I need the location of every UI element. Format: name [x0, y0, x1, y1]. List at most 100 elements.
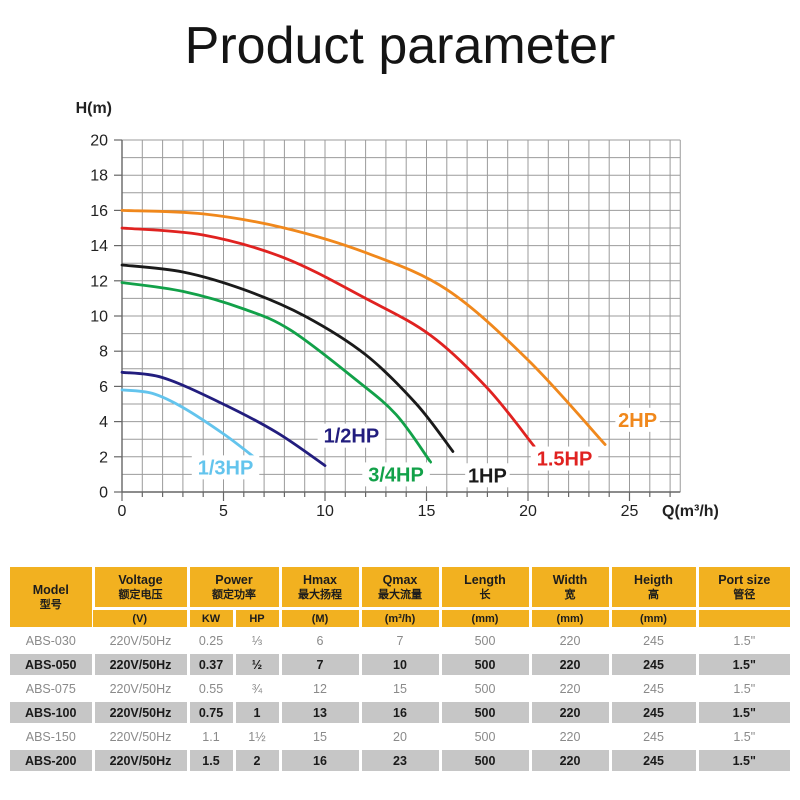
table-cell: 1.5: [186, 747, 234, 771]
header-en: Qmax: [382, 572, 418, 587]
table-cell: 500: [438, 747, 530, 771]
curve-label-bg: [362, 462, 430, 487]
y-tick-label: 18: [90, 168, 108, 185]
table-row-abs-075: ABS-075 220V/50Hz 0.55 ¾ 12 15 500 220 245 1.5": [10, 675, 790, 701]
table-cell: 1.5": [695, 627, 790, 653]
x-tick-label: 5: [219, 503, 228, 520]
curve-1/3HP: [120, 388, 258, 460]
model-cell: ABS-030: [10, 627, 93, 653]
model-cell: ABS-100: [10, 699, 93, 725]
table-cell: 1.1: [186, 723, 234, 749]
table-cell: 1½: [232, 723, 280, 749]
table-cell: 500: [438, 627, 530, 653]
y-tick-label: 16: [90, 203, 108, 220]
curve-label-bg: [465, 463, 510, 488]
curve-label-1/2HP: 1/2HP: [324, 426, 380, 448]
table-cell: 220: [528, 651, 610, 677]
header-zh: 额定功率: [212, 588, 256, 601]
curve-label-1.5HP: 1.5HP: [537, 449, 593, 471]
page-title: Product parameter: [184, 17, 616, 75]
header-zh: 额定电压: [118, 588, 163, 601]
table-cell: 0.75: [186, 699, 234, 725]
unit-cell: (m³/h): [358, 607, 440, 629]
table-cell: 220V/50Hz: [91, 723, 188, 749]
unit-cell: (M): [278, 607, 360, 629]
header-heigth: Heigth 高: [608, 567, 697, 609]
table-cell: 220: [528, 723, 610, 749]
curve-label-1HP: 1HP: [468, 465, 507, 487]
table-cell: 220V/50Hz: [91, 675, 188, 701]
x-tick-label: 25: [621, 503, 639, 520]
header-zh: 最大扬程: [298, 588, 342, 601]
header-port-size: Port size 管径: [695, 567, 790, 609]
model-cell: ABS-075: [10, 675, 93, 701]
curve-label-1/3HP: 1/3HP: [198, 457, 254, 479]
table-cell: 245: [608, 723, 697, 749]
header-voltage: Voltage 额定电压: [91, 567, 188, 609]
table-cell: 245: [608, 747, 697, 771]
header-zh: 长: [479, 588, 491, 601]
y-tick-label: 6: [99, 379, 108, 396]
header-en: Model: [32, 582, 69, 597]
x-tick-label: 15: [418, 503, 436, 520]
curve-label-3/4HP: 3/4HP: [368, 464, 424, 486]
table-cell: 220: [528, 675, 610, 701]
table-cell: 2: [232, 747, 280, 771]
y-tick-label: 8: [99, 344, 108, 361]
table-cell: 7: [358, 627, 440, 653]
model-cell: ABS-050: [10, 651, 93, 677]
table-row-abs-050: ABS-050 220V/50Hz 0.37 ½ 7 10 500 220 245 1.5": [10, 651, 790, 677]
unit-cell: KW: [186, 607, 234, 629]
spec-table-container: Model 型号 Voltage 额定电压 Power 额定功率 Hmax 最大扬程 Qmax 最…: [10, 567, 790, 771]
x-tick-label: 0: [118, 503, 127, 520]
y-tick-label: 12: [90, 273, 108, 290]
y-tick-label: 20: [90, 133, 108, 150]
header-en: Length: [464, 572, 506, 587]
table-row-abs-100: ABS-100 220V/50Hz 0.75 1 13 16 500 220 245 1.5": [10, 699, 790, 725]
header-zh: 型号: [39, 598, 62, 611]
table-cell: 23: [358, 747, 440, 771]
y-tick-label: 14: [90, 238, 108, 255]
header-en: Power: [215, 572, 253, 587]
table-cell: 0.55: [186, 675, 234, 701]
table-cell: 12: [278, 675, 360, 701]
header-model: Model 型号: [10, 567, 93, 629]
table-cell: ½: [232, 651, 280, 677]
table-cell: ⅓: [232, 627, 280, 653]
unit-cell: (V): [93, 607, 188, 629]
header-zh: 宽: [564, 588, 576, 601]
table-cell: 1.5": [695, 675, 790, 701]
model-cell: ABS-200: [10, 747, 93, 771]
table-cell: 220V/50Hz: [91, 651, 188, 677]
table-cell: ¾: [232, 675, 280, 701]
table-cell: 15: [278, 723, 360, 749]
curve-label-2HP: 2HP: [618, 410, 657, 432]
table-cell: 220: [528, 747, 610, 771]
spec-table: Model 型号 Voltage 额定电压 Power 额定功率 Hmax 最大扬程 Qmax 最…: [10, 567, 790, 771]
model-cell: ABS-150: [10, 723, 93, 749]
table-cell: 1.5": [695, 723, 790, 749]
table-cell: 220V/50Hz: [91, 747, 188, 771]
unit-cell: (mm): [528, 607, 610, 629]
curve-1.5HP: [120, 226, 536, 448]
table-cell: 20: [358, 723, 440, 749]
table-cell: 500: [438, 723, 530, 749]
table-cell: 245: [608, 651, 697, 677]
table-cell: 220: [528, 699, 610, 725]
table-cell: 13: [278, 699, 360, 725]
header-width: Width 宽: [528, 567, 610, 609]
y-tick-label: 2: [99, 449, 108, 466]
pump-curve-chart: 0 5 10 15 20 25 0 2 4 6 8 10 12 14 16 18 20 Q(m³/h) H(m) 1/…: [76, 100, 719, 520]
y-tick-label: 0: [99, 485, 108, 502]
curve-1HP: [120, 263, 455, 453]
unit-cell: (mm): [608, 607, 697, 629]
x-tick-label: 20: [519, 503, 537, 520]
table-cell: 220V/50Hz: [91, 699, 188, 725]
table-cell: 16: [278, 747, 360, 771]
header-length: Length 长: [438, 567, 530, 609]
header-en: Voltage: [118, 572, 163, 587]
table-cell: 0.25: [186, 627, 234, 653]
header-zh: 高: [648, 588, 659, 601]
curve-label-bg: [530, 446, 599, 471]
